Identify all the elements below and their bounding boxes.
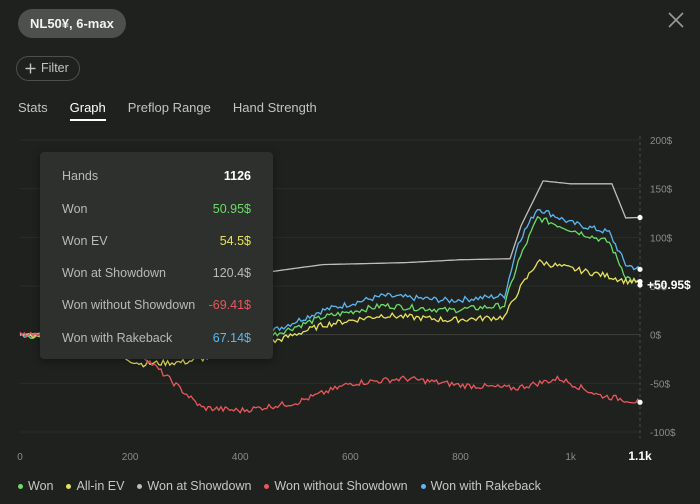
tooltip-row-won-with-rakeback: Won with Rakeback 67.14$ bbox=[62, 331, 251, 345]
tab-graph[interactable]: Graph bbox=[69, 100, 106, 121]
tooltip-label: Won with Rakeback bbox=[62, 331, 173, 345]
filter-label: Filter bbox=[41, 61, 69, 75]
legend-dot bbox=[137, 483, 143, 489]
tab-bar: Stats Graph Preflop Range Hand Strength bbox=[18, 100, 317, 121]
tooltip-label: Won at Showdown bbox=[62, 266, 166, 280]
tooltip-label: Won without Showdown bbox=[62, 298, 196, 312]
tooltip-row-won-at-showdown: Won at Showdown 120.4$ bbox=[62, 266, 251, 280]
legend-label: Won at Showdown bbox=[147, 479, 252, 493]
tab-hand-strength[interactable]: Hand Strength bbox=[232, 100, 317, 115]
y-tick-label: 50$ bbox=[650, 282, 667, 293]
legend-item-won-with-rakeback[interactable]: Won with Rakeback bbox=[420, 479, 541, 493]
tooltip-value: 120.4$ bbox=[212, 266, 251, 280]
tooltip-label: Won bbox=[62, 202, 88, 216]
y-tick-label: -50$ bbox=[650, 379, 670, 390]
x-tick-label: 400 bbox=[232, 452, 249, 463]
series-end-marker bbox=[637, 399, 643, 405]
hover-tooltip: Hands 1126 Won 50.95$ Won EV 54.5$ Won a… bbox=[40, 152, 273, 359]
axis-labels: 200$ 150$ 100$ 50$ 0$ -50$ -100$ 0 200 400 600 800 1… bbox=[17, 136, 691, 463]
y-tick-label: 200$ bbox=[650, 136, 673, 147]
legend-dot bbox=[18, 483, 23, 489]
tab-stats[interactable]: Stats bbox=[18, 100, 48, 115]
x-tick-label: 1k bbox=[565, 452, 577, 463]
plus-icon bbox=[25, 63, 36, 74]
tooltip-row-won-ev: Won EV 54.5$ bbox=[62, 234, 251, 248]
x-tick-label: 600 bbox=[342, 452, 359, 463]
tooltip-label: Won EV bbox=[62, 234, 108, 248]
series-end-marker bbox=[637, 279, 643, 285]
legend-item-all-in-ev[interactable]: All-in EV bbox=[66, 479, 124, 493]
tooltip-value: 67.14$ bbox=[212, 331, 251, 345]
tooltip-row-won: Won 50.95$ bbox=[62, 202, 251, 216]
series-end-marker bbox=[637, 214, 643, 221]
won-end-label: +50.95$ bbox=[647, 278, 691, 292]
tab-preflop-range[interactable]: Preflop Range bbox=[127, 100, 211, 115]
y-tick-label: -100$ bbox=[650, 428, 676, 439]
y-tick-label: 0$ bbox=[650, 331, 662, 342]
tooltip-row-hands: Hands 1126 bbox=[62, 169, 251, 183]
legend-label: All-in EV bbox=[76, 479, 125, 493]
tooltip-value: -69.41$ bbox=[208, 298, 251, 312]
close-icon[interactable] bbox=[666, 10, 686, 30]
legend-item-won-at-showdown[interactable]: Won at Showdown bbox=[137, 479, 251, 493]
y-tick-label: 150$ bbox=[650, 185, 673, 196]
filter-button[interactable]: Filter bbox=[16, 56, 80, 81]
tooltip-value: 1126 bbox=[223, 169, 251, 183]
tooltip-label: Hands bbox=[62, 169, 99, 183]
legend-label: Won bbox=[28, 479, 54, 493]
tooltip-value: 54.5$ bbox=[219, 234, 251, 248]
y-tick-label: 100$ bbox=[650, 233, 673, 244]
legend-dot bbox=[420, 483, 426, 489]
chart-legend: Won All-in EV Won at Showdown Won withou… bbox=[18, 479, 541, 493]
tooltip-row-won-without-showdown: Won without Showdown -69.41$ bbox=[62, 298, 251, 312]
series-end-marker bbox=[637, 266, 643, 272]
tooltip-value: 50.95$ bbox=[212, 202, 251, 216]
legend-item-won[interactable]: Won bbox=[18, 479, 53, 493]
x-tick-label: 1.1k bbox=[628, 449, 652, 463]
legend-dot bbox=[66, 483, 72, 489]
legend-label: Won without Showdown bbox=[274, 479, 408, 493]
x-tick-label: 200 bbox=[122, 452, 139, 463]
close-icon-svg bbox=[668, 12, 684, 28]
x-tick-label: 800 bbox=[452, 452, 469, 463]
game-selector-pill[interactable]: NL50¥, 6-max bbox=[18, 9, 126, 38]
legend-dot bbox=[264, 483, 270, 489]
legend-label: Won with Rakeback bbox=[430, 479, 541, 493]
legend-item-won-without-showdown[interactable]: Won without Showdown bbox=[264, 479, 408, 493]
x-tick-label: 0 bbox=[17, 452, 23, 463]
